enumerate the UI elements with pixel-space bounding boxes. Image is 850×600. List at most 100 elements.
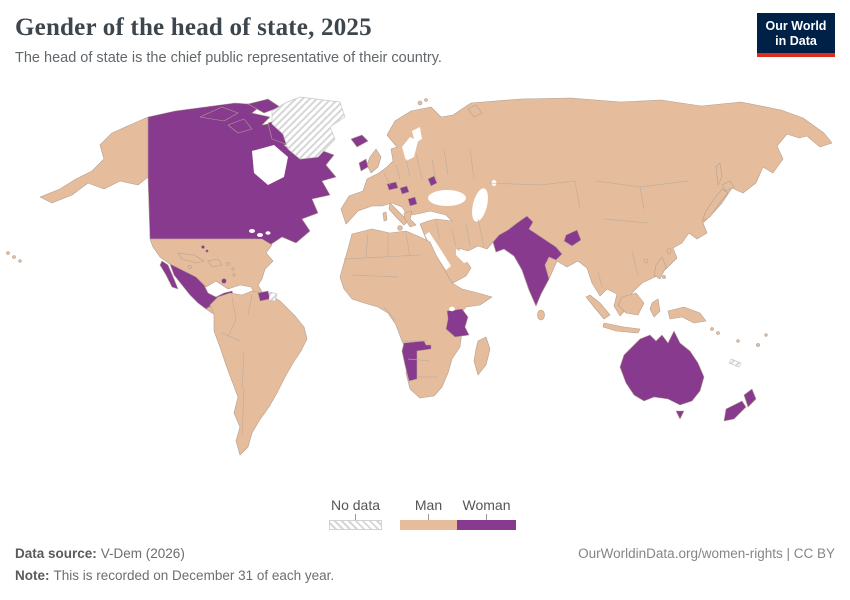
lake-ontario	[265, 231, 271, 235]
legend-woman-label: Woman	[462, 497, 511, 513]
country-borders	[221, 148, 689, 436]
territory-french-guiana[interactable]	[268, 291, 278, 302]
country-taiwan[interactable]	[666, 247, 672, 255]
country-suriname[interactable]	[257, 290, 271, 302]
owid-logo[interactable]: Our World in Data	[757, 13, 835, 57]
country-australia[interactable]	[619, 330, 705, 406]
country-ireland[interactable]	[358, 158, 369, 172]
lesser-antilles-1[interactable]	[231, 267, 235, 271]
footer-link[interactable]: OurWorldinData.org/women-rights | CC BY	[578, 546, 835, 561]
owid-logo-line1: Our World	[765, 19, 827, 33]
country-sri-lanka[interactable]	[537, 309, 545, 321]
country-united-kingdom[interactable]	[366, 148, 382, 174]
country-japan[interactable]	[701, 188, 729, 222]
note-label: Note:	[15, 568, 50, 583]
country-papua-new-guinea[interactable]	[667, 306, 707, 324]
vanuatu-1[interactable]	[736, 339, 740, 343]
country-indonesia-sulawesi[interactable]	[649, 298, 661, 318]
svalbard-1[interactable]	[417, 100, 423, 106]
country-iceland[interactable]	[350, 134, 369, 148]
country-fiji[interactable]	[756, 343, 760, 347]
country-jamaica[interactable]	[188, 265, 192, 269]
legend-man[interactable]: Man	[400, 497, 457, 530]
page-subtitle: The head of state is the chief public re…	[15, 50, 442, 66]
country-bahamas-1[interactable]	[201, 245, 205, 249]
note-row: Note: This is recorded on December 31 of …	[15, 568, 835, 583]
legend-man-label: Man	[414, 497, 443, 513]
country-philippines[interactable]	[653, 256, 667, 280]
legend-woman[interactable]: Woman	[457, 497, 516, 530]
hainan[interactable]	[643, 258, 649, 264]
country-madagascar[interactable]	[473, 336, 491, 376]
sakhalin[interactable]	[715, 162, 723, 186]
legend-no-data-label: No data	[330, 497, 381, 513]
sea-hudson-bay	[252, 145, 288, 185]
legend-no-data-swatch[interactable]	[329, 520, 382, 530]
note-value: This is recorded on December 31 of each …	[53, 568, 335, 583]
legend-tick	[486, 514, 487, 520]
chart-footer: Data source: V-Dem (2026) Note: This is re…	[15, 546, 835, 590]
country-greece[interactable]	[403, 210, 417, 228]
svalbard-2[interactable]	[424, 98, 428, 102]
country-moldova[interactable]	[427, 175, 438, 187]
country-new-zealand-north[interactable]	[743, 388, 757, 408]
country-italy[interactable]	[388, 202, 409, 226]
owid-logo-line2: in Data	[775, 34, 817, 48]
country-indonesia-sumatra[interactable]	[585, 294, 611, 320]
data-source-value: V-Dem (2026)	[100, 546, 185, 561]
country-slovenia[interactable]	[399, 185, 410, 195]
legend-no-data[interactable]: No data	[329, 497, 382, 530]
lake-superior	[249, 229, 255, 233]
country-alaska[interactable]	[39, 116, 149, 204]
country-india-northeast[interactable]	[563, 229, 582, 247]
pacific-island[interactable]	[764, 333, 768, 337]
page-title: Gender of the head of state, 2025	[15, 14, 372, 41]
hawaii-2[interactable]	[12, 255, 16, 259]
country-australia-tasmania[interactable]	[675, 410, 685, 420]
sea-bothnia	[412, 127, 422, 143]
country-indonesia-java[interactable]	[602, 322, 641, 334]
novaya-zemlya[interactable]	[467, 104, 483, 118]
country-new-zealand-south[interactable]	[723, 400, 747, 422]
sea-persian-gulf	[456, 249, 470, 263]
world-map[interactable]	[0, 88, 850, 490]
hawaii-1[interactable]	[6, 251, 10, 255]
lake-victoria	[449, 306, 455, 312]
country-japan-hokkaido[interactable]	[721, 180, 735, 192]
solomon-1[interactable]	[710, 327, 714, 331]
sea-black	[428, 190, 466, 206]
lake-michigan	[257, 233, 263, 237]
country-bahamas-2[interactable]	[205, 249, 209, 253]
country-north-macedonia[interactable]	[407, 196, 418, 207]
hawaii-3[interactable]	[18, 259, 22, 263]
country-trinidad[interactable]	[221, 278, 227, 284]
country-tanzania[interactable]	[445, 308, 470, 338]
country-hispaniola[interactable]	[207, 258, 223, 268]
solomon-2[interactable]	[716, 331, 720, 335]
territory-new-caledonia[interactable]	[728, 358, 742, 368]
legend-tick	[428, 514, 429, 520]
country-cuba[interactable]	[177, 252, 205, 264]
data-source-label: Data source:	[15, 546, 97, 561]
data-source-row: Data source: V-Dem (2026)	[15, 546, 835, 561]
sea-baltic	[402, 137, 418, 161]
region-south-america[interactable]	[209, 290, 308, 456]
country-mexico-baja[interactable]	[159, 260, 179, 290]
country-italy-sardinia[interactable]	[382, 211, 388, 222]
region-africa[interactable]	[339, 228, 493, 399]
legend-woman-swatch[interactable]	[457, 520, 516, 530]
country-italy-sicily[interactable]	[397, 225, 403, 231]
sea-red	[425, 232, 451, 270]
country-indonesia-borneo[interactable]	[617, 292, 645, 316]
lesser-antilles-2[interactable]	[232, 273, 236, 277]
philippines-2[interactable]	[662, 275, 666, 279]
country-namibia[interactable]	[401, 340, 432, 382]
chart-header: Gender of the head of state, 2025 The he…	[15, 14, 740, 66]
world-map-container	[0, 88, 850, 490]
legend-tick	[355, 514, 356, 520]
country-greenland[interactable]	[271, 96, 346, 160]
country-puerto-rico[interactable]	[226, 262, 230, 266]
country-india[interactable]	[492, 215, 563, 307]
legend-man-swatch[interactable]	[400, 520, 457, 530]
